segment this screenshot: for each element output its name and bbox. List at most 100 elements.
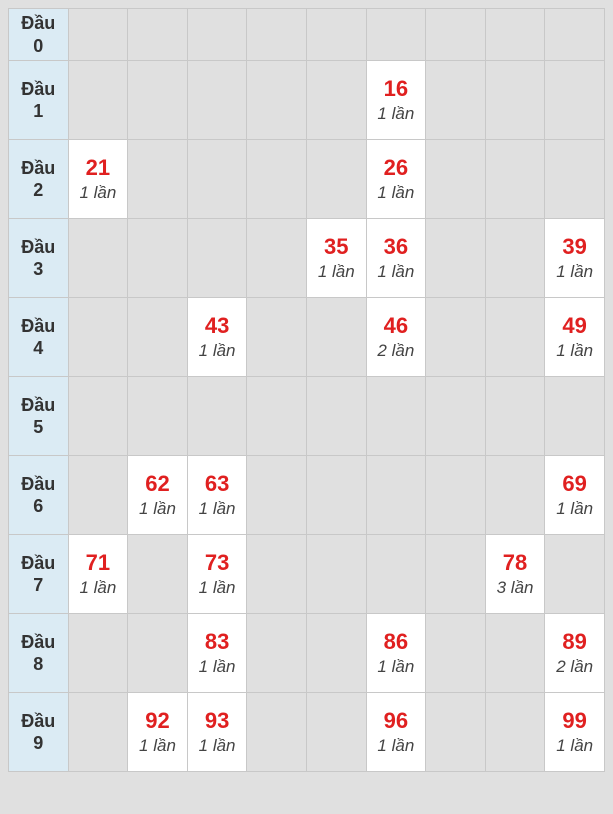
cell-count: 1 lần	[367, 736, 426, 756]
data-cell: 491 lần	[545, 298, 605, 377]
empty-cell	[306, 535, 366, 614]
header-prefix: Đầu	[9, 315, 68, 338]
cell-count: 1 lần	[188, 657, 247, 677]
empty-cell	[306, 614, 366, 693]
row-header: Đầu9	[9, 693, 69, 772]
empty-cell	[68, 61, 128, 140]
empty-cell	[426, 614, 486, 693]
empty-cell	[187, 61, 247, 140]
cell-number: 83	[188, 629, 247, 655]
cell-number: 63	[188, 471, 247, 497]
cell-number: 21	[69, 155, 128, 181]
empty-cell	[247, 219, 307, 298]
data-cell: 161 lần	[366, 61, 426, 140]
empty-cell	[485, 456, 545, 535]
header-prefix: Đầu	[9, 78, 68, 101]
empty-cell	[485, 140, 545, 219]
empty-cell	[128, 377, 188, 456]
header-prefix: Đầu	[9, 473, 68, 496]
empty-cell	[426, 377, 486, 456]
data-cell: 731 lần	[187, 535, 247, 614]
cell-count: 1 lần	[188, 578, 247, 598]
row-header: Đầu7	[9, 535, 69, 614]
cell-number: 35	[307, 234, 366, 260]
empty-cell	[366, 535, 426, 614]
data-cell: 621 lần	[128, 456, 188, 535]
data-cell: 892 lần	[545, 614, 605, 693]
row-header: Đầu5	[9, 377, 69, 456]
empty-cell	[68, 456, 128, 535]
row-header: Đầu0	[9, 9, 69, 61]
data-cell: 391 lần	[545, 219, 605, 298]
cell-count: 1 lần	[128, 736, 187, 756]
data-cell: 861 lần	[366, 614, 426, 693]
row-header: Đầu2	[9, 140, 69, 219]
empty-cell	[426, 693, 486, 772]
empty-cell	[128, 298, 188, 377]
cell-count: 1 lần	[307, 262, 366, 282]
empty-cell	[545, 140, 605, 219]
cell-count: 1 lần	[545, 341, 604, 361]
cell-count: 1 lần	[188, 499, 247, 519]
data-cell: 631 lần	[187, 456, 247, 535]
empty-cell	[485, 61, 545, 140]
row-header: Đầu4	[9, 298, 69, 377]
empty-cell	[306, 693, 366, 772]
grid-row: Đầu8 831 lần 861 lần 892 lần	[9, 614, 605, 693]
grid-row: Đầu7711 lần 731 lần 783 lần	[9, 535, 605, 614]
cell-count: 1 lần	[545, 499, 604, 519]
empty-cell	[128, 9, 188, 61]
empty-cell	[247, 61, 307, 140]
header-index: 4	[9, 337, 68, 360]
cell-number: 99	[545, 708, 604, 734]
empty-cell	[128, 61, 188, 140]
empty-cell	[485, 693, 545, 772]
empty-cell	[306, 456, 366, 535]
header-prefix: Đầu	[9, 631, 68, 654]
empty-cell	[306, 298, 366, 377]
row-header: Đầu8	[9, 614, 69, 693]
header-prefix: Đầu	[9, 236, 68, 259]
empty-cell	[68, 9, 128, 61]
cell-number: 39	[545, 234, 604, 260]
empty-cell	[306, 9, 366, 61]
data-cell: 921 lần	[128, 693, 188, 772]
cell-count: 1 lần	[128, 499, 187, 519]
cell-count: 2 lần	[367, 341, 426, 361]
empty-cell	[485, 298, 545, 377]
empty-cell	[426, 456, 486, 535]
empty-cell	[306, 377, 366, 456]
empty-cell	[485, 9, 545, 61]
empty-cell	[247, 298, 307, 377]
cell-number: 26	[367, 155, 426, 181]
data-cell: 931 lần	[187, 693, 247, 772]
header-index: 2	[9, 179, 68, 202]
empty-cell	[128, 140, 188, 219]
cell-number: 62	[128, 471, 187, 497]
cell-count: 3 lần	[486, 578, 545, 598]
empty-cell	[128, 535, 188, 614]
header-prefix: Đầu	[9, 394, 68, 417]
empty-cell	[68, 298, 128, 377]
header-index: 9	[9, 732, 68, 755]
empty-cell	[187, 219, 247, 298]
empty-cell	[306, 61, 366, 140]
cell-number: 93	[188, 708, 247, 734]
data-cell: 783 lần	[485, 535, 545, 614]
empty-cell	[247, 614, 307, 693]
cell-number: 78	[486, 550, 545, 576]
grid-row: Đầu9921 lần931 lần961 lần991 lần	[9, 693, 605, 772]
empty-cell	[426, 9, 486, 61]
empty-cell	[485, 219, 545, 298]
cell-count: 1 lần	[367, 104, 426, 124]
data-cell: 711 lần	[68, 535, 128, 614]
grid-row: Đầu5	[9, 377, 605, 456]
row-header: Đầu1	[9, 61, 69, 140]
empty-cell	[68, 614, 128, 693]
cell-number: 43	[188, 313, 247, 339]
cell-count: 1 lần	[545, 736, 604, 756]
empty-cell	[545, 535, 605, 614]
cell-count: 2 lần	[545, 657, 604, 677]
header-index: 0	[9, 35, 68, 58]
header-prefix: Đầu	[9, 710, 68, 733]
